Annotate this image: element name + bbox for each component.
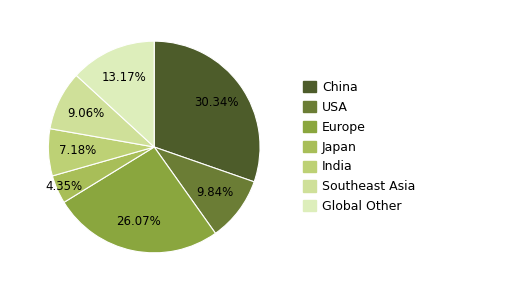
- Text: 26.07%: 26.07%: [117, 215, 161, 228]
- Wedge shape: [48, 129, 154, 176]
- Text: 30.34%: 30.34%: [194, 96, 238, 109]
- Wedge shape: [50, 75, 154, 147]
- Wedge shape: [154, 41, 260, 182]
- Text: 9.84%: 9.84%: [196, 186, 234, 199]
- Text: 4.35%: 4.35%: [45, 180, 82, 193]
- Text: 9.06%: 9.06%: [67, 107, 104, 120]
- Text: 13.17%: 13.17%: [101, 71, 146, 84]
- Text: 7.18%: 7.18%: [60, 144, 97, 157]
- Wedge shape: [76, 41, 154, 147]
- Wedge shape: [52, 147, 154, 202]
- Wedge shape: [154, 147, 254, 233]
- Wedge shape: [64, 147, 215, 253]
- Legend: China, USA, Europe, Japan, India, Southeast Asia, Global Other: China, USA, Europe, Japan, India, Southe…: [298, 76, 420, 218]
